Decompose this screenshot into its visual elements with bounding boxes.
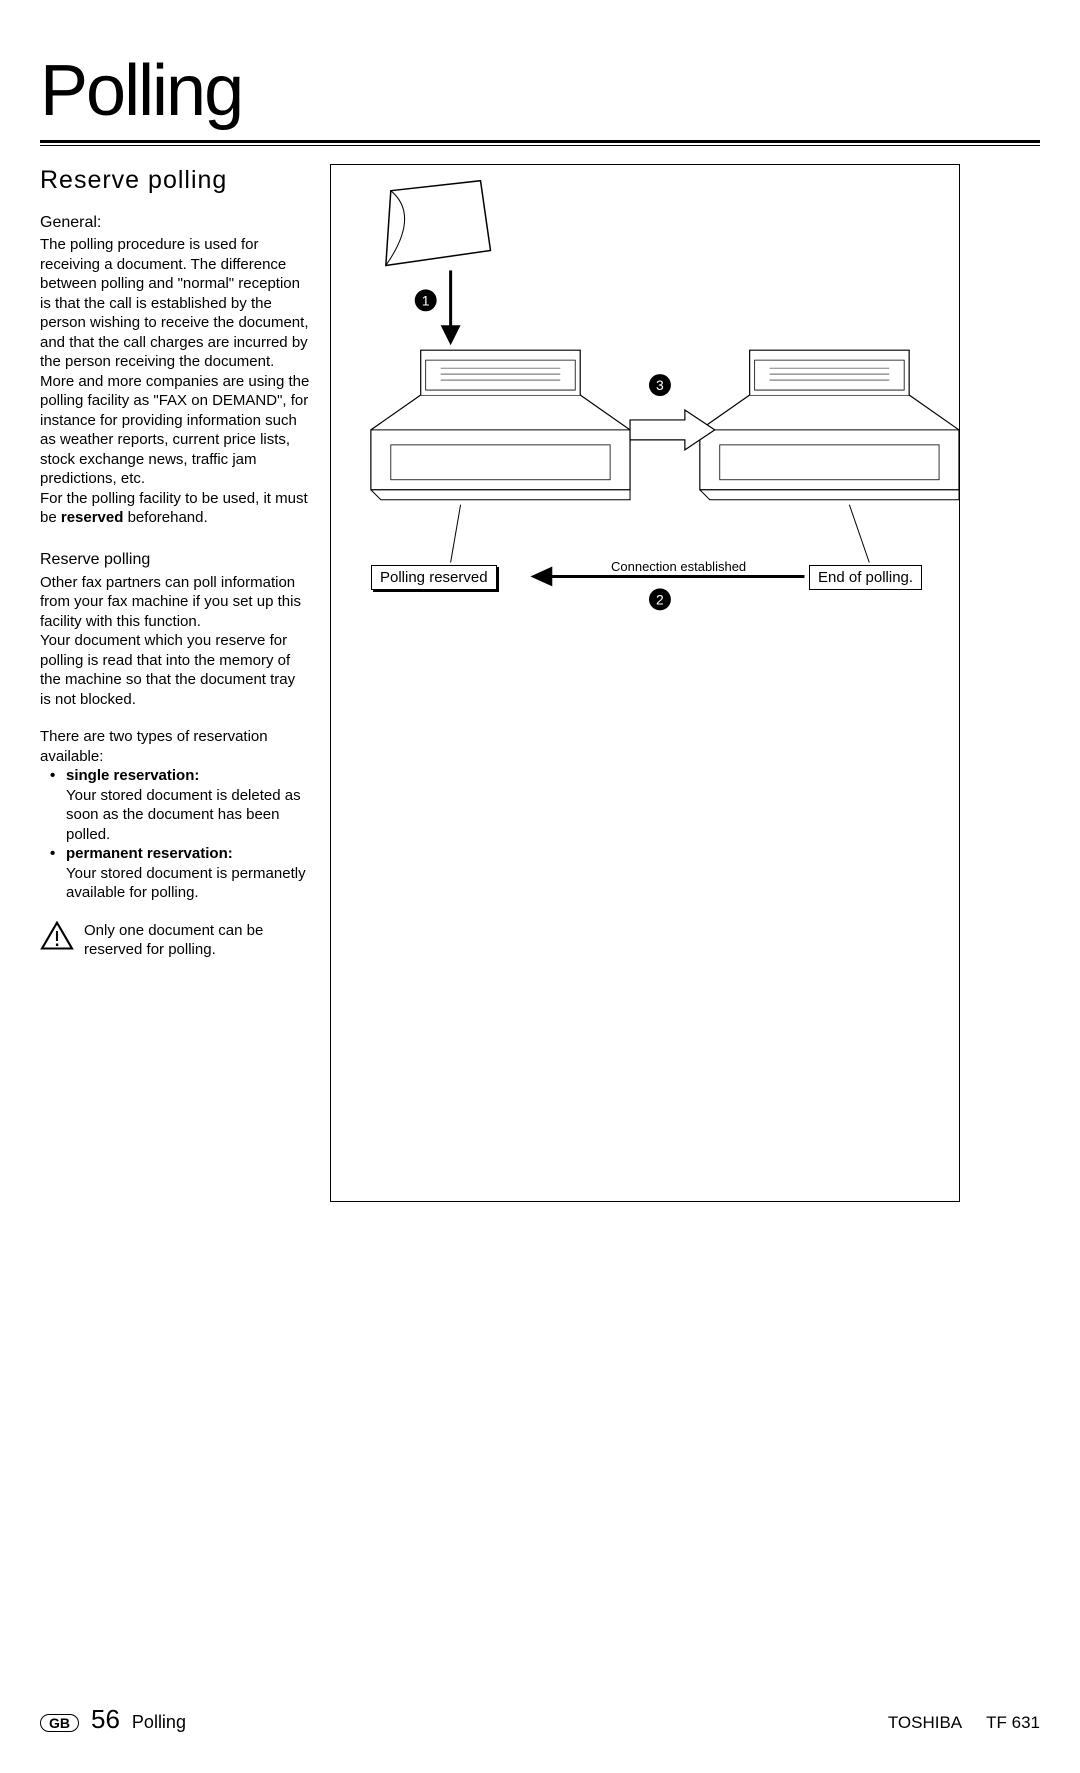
footer-model: TF 631 — [986, 1713, 1040, 1733]
marker-1: 1 — [422, 292, 430, 308]
arrow-down — [441, 270, 461, 345]
reserve-para1: Other fax partners can poll information … — [40, 573, 310, 632]
page-number: 56 — [91, 1704, 120, 1735]
bullet-mark: • — [50, 766, 66, 844]
warning-row: Only one document can be reserved for po… — [40, 921, 310, 960]
connector-line — [451, 505, 461, 563]
fax-right-icon — [700, 350, 959, 500]
label-end-polling: End of polling. — [809, 565, 922, 590]
bullet-text: Your stored document is deleted as soon … — [66, 787, 301, 843]
diagram-frame: 1 — [330, 164, 960, 1202]
warning-icon — [40, 921, 74, 957]
bullet-label: permanent reservation: — [66, 845, 233, 862]
diagram-column: 1 — [330, 164, 1040, 1202]
reserve-heading: Reserve polling — [40, 550, 310, 571]
bullet-item: • permanent reservation: Your stored doc… — [50, 844, 310, 903]
footer-section: Polling — [132, 1712, 186, 1733]
divider-heavy — [40, 140, 1040, 143]
paper-icon — [386, 181, 491, 266]
general-para2: More and more companies are using the po… — [40, 372, 310, 489]
general-para3: For the polling facility to be used, it … — [40, 489, 310, 528]
marker-3: 3 — [656, 377, 664, 393]
para3-suffix: beforehand. — [123, 509, 207, 526]
general-heading: General: — [40, 213, 310, 234]
bullet-mark: • — [50, 844, 66, 903]
gb-badge: GB — [40, 1714, 79, 1732]
divider-light — [40, 145, 1040, 146]
reserve-para2: Your document which you reserve for poll… — [40, 631, 310, 709]
fax-left-icon — [371, 350, 630, 500]
bullet-item: • single reservation: Your stored docume… — [50, 766, 310, 844]
label-polling-reserved: Polling reserved — [371, 565, 497, 590]
footer-brand: TOSHIBA — [888, 1713, 962, 1733]
warning-text: Only one document can be reserved for po… — [84, 921, 310, 960]
general-para1: The polling procedure is used for receiv… — [40, 235, 310, 372]
marker-2: 2 — [656, 591, 664, 607]
bullet-text: Your stored document is permanetly avail… — [66, 865, 306, 902]
reserve-intro: There are two types of reservation avail… — [40, 727, 310, 766]
footer-left: GB 56 Polling — [40, 1704, 186, 1735]
content-row: Reserve polling General: The polling pro… — [40, 164, 1040, 1202]
page-title: Polling — [40, 50, 1040, 132]
para3-bold: reserved — [61, 509, 124, 526]
connector-line — [849, 505, 869, 563]
text-column: Reserve polling General: The polling pro… — [40, 164, 310, 960]
label-connection: Connection established — [611, 559, 746, 574]
footer-right: TOSHIBA TF 631 — [888, 1713, 1040, 1733]
section-title: Reserve polling — [40, 164, 310, 197]
bullet-label: single reservation: — [66, 767, 199, 784]
footer: GB 56 Polling TOSHIBA TF 631 — [40, 1704, 1040, 1735]
